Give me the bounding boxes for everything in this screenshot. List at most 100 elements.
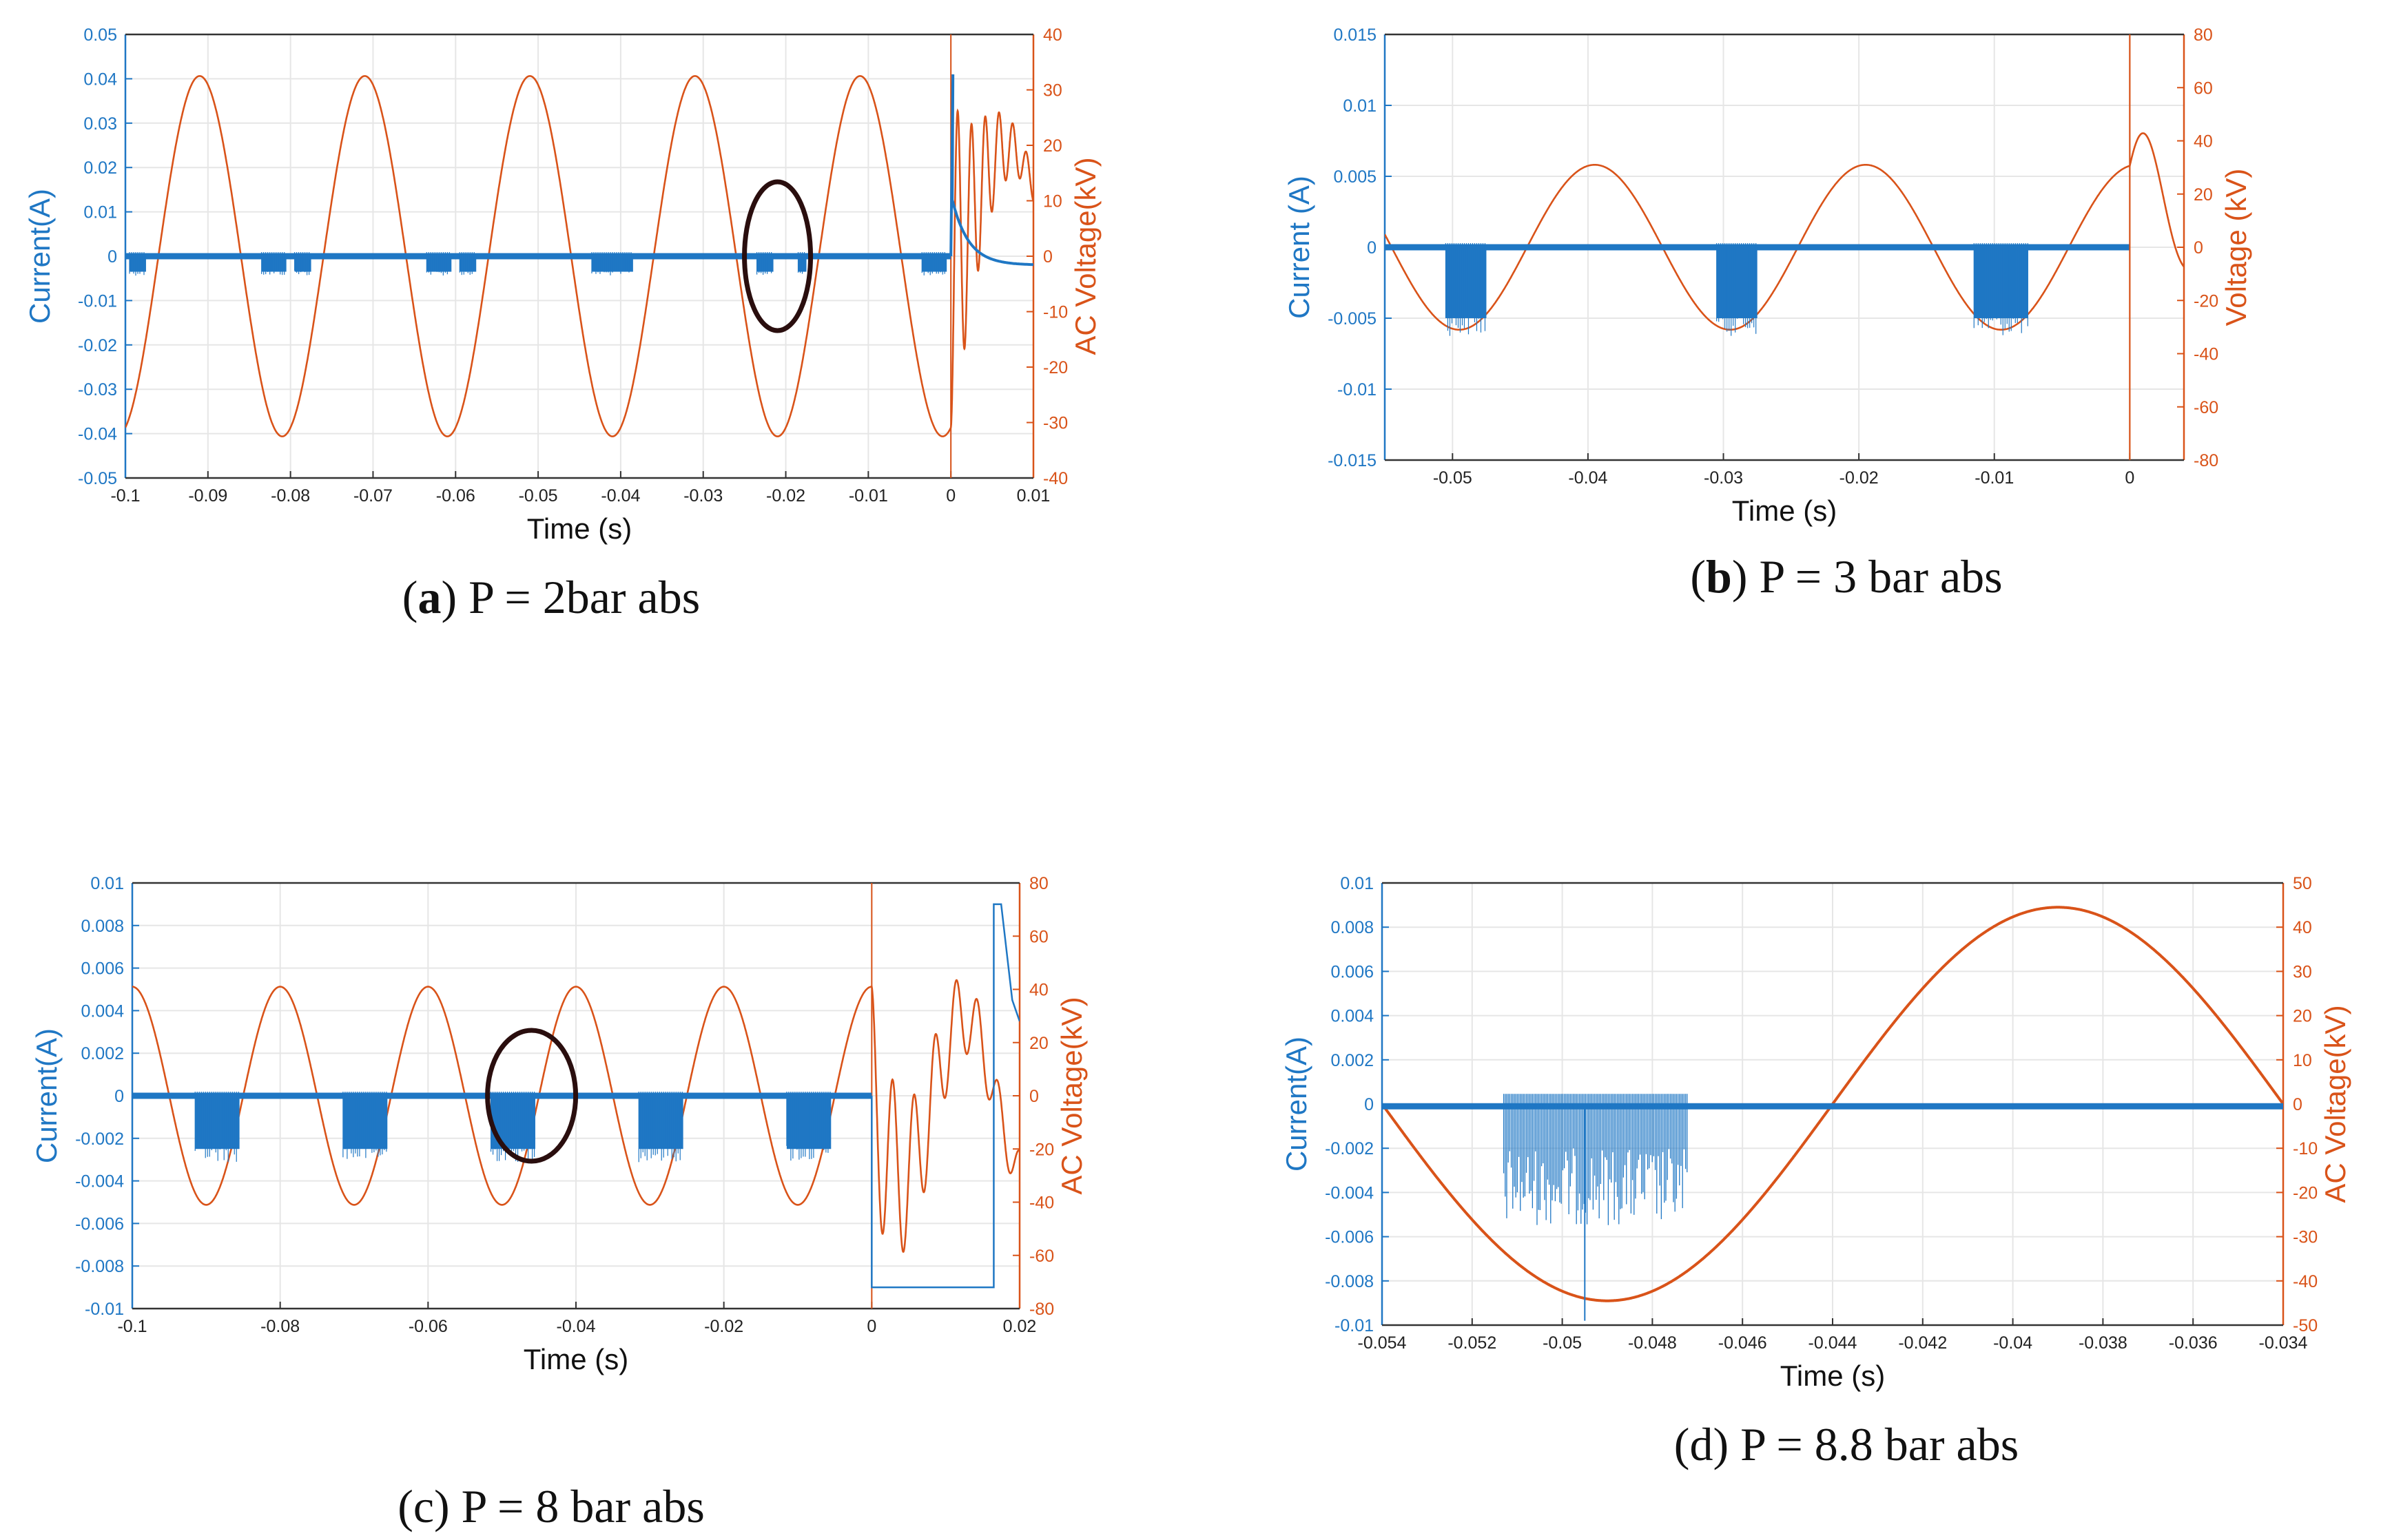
y-left-tick-label: -0.005: [1328, 309, 1377, 329]
x-tick-label: -0.044: [1808, 1333, 1857, 1353]
y-right-tick-label: -40: [1029, 1194, 1054, 1213]
voltage-series-line: [1385, 132, 2184, 331]
panel-caption: (b) P = 3 bar abs: [1690, 550, 2002, 603]
y-right-axis-label: AC Voltage(kV): [1069, 157, 1102, 355]
y-right-tick-label: -40: [2194, 345, 2218, 364]
y-left-tick-label: -0.015: [1328, 451, 1377, 470]
y-left-tick-label: -0.01: [85, 1300, 124, 1319]
pd-burst: [129, 252, 146, 276]
x-tick-label: -0.01: [849, 486, 888, 506]
pd-burst-fill: [342, 1096, 388, 1149]
pd-burst: [194, 1092, 240, 1163]
y-right-tick-label: 50: [2293, 874, 2312, 893]
y-left-tick-label: -0.04: [78, 425, 117, 444]
x-tick-label: 0.02: [1003, 1317, 1037, 1336]
pd-burst: [756, 252, 774, 275]
x-tick-label: -0.05: [1433, 468, 1472, 488]
voltage-series-line: [132, 979, 1020, 1253]
panel-caption: (c) P = 8 bar abs: [398, 1480, 705, 1532]
x-tick-label: -0.1: [117, 1317, 147, 1336]
y-left-tick-label: 0.03: [83, 114, 117, 134]
y-left-tick-label: 0.015: [1333, 25, 1377, 45]
x-tick-label: -0.02: [704, 1317, 743, 1336]
pd-burst: [797, 252, 807, 274]
y-left-tick-label: 0.005: [1333, 167, 1377, 187]
x-tick-label: 0: [867, 1317, 876, 1336]
y-right-tick-label: -20: [1029, 1140, 1054, 1159]
pd-burst: [294, 252, 311, 275]
y-right-tick-label: -40: [2293, 1272, 2318, 1291]
x-tick-label: -0.05: [519, 486, 558, 506]
pd-burst: [786, 1092, 832, 1161]
x-tick-label: -0.052: [1447, 1333, 1496, 1353]
y-left-tick-label: 0: [114, 1087, 124, 1106]
voltage-series-line: [125, 75, 1033, 437]
y-right-tick-label: 20: [1043, 136, 1062, 156]
y-left-tick-label: 0: [1364, 1095, 1374, 1114]
y-right-tick-label: -50: [2293, 1316, 2318, 1335]
y-right-tick-label: -40: [1043, 469, 1068, 488]
y-left-tick-label: -0.006: [1325, 1228, 1374, 1247]
x-tick-label: -0.036: [2169, 1333, 2218, 1353]
x-tick-label: -0.04: [601, 486, 640, 506]
pd-burst: [638, 1092, 683, 1163]
x-tick-label: -0.034: [2259, 1333, 2308, 1353]
x-tick-label: -0.03: [683, 486, 723, 506]
y-left-tick-label: -0.03: [78, 380, 117, 399]
pd-burst: [490, 1092, 535, 1162]
y-left-tick-label: -0.006: [75, 1214, 124, 1234]
y-right-tick-label: 30: [1043, 81, 1062, 101]
x-tick-label: -0.06: [436, 486, 475, 506]
breakdown-current: [871, 903, 1020, 1289]
y-left-tick-label: 0: [1367, 238, 1377, 258]
y-left-tick-label: -0.004: [75, 1172, 124, 1192]
y-left-tick-label: -0.01: [1334, 1316, 1374, 1335]
y-left-tick-label: -0.008: [75, 1257, 124, 1276]
pd-burst-fill: [195, 1096, 240, 1149]
y-right-tick-label: -20: [2293, 1183, 2318, 1203]
breakdown-current: [949, 74, 1033, 267]
x-tick-label: -0.03: [1704, 468, 1743, 488]
y-right-tick-label: 40: [2194, 132, 2213, 152]
y-right-tick-label: -30: [1043, 414, 1068, 433]
caption-letter: a: [418, 571, 441, 623]
y-right-tick-label: 80: [2194, 25, 2213, 45]
y-right-tick-label: -10: [2293, 1139, 2318, 1158]
x-axis-label: Time (s): [524, 1343, 628, 1375]
x-tick-label: -0.07: [353, 486, 393, 506]
x-tick-label: -0.09: [188, 486, 227, 506]
caption-text: ) P = 8 bar abs: [434, 1480, 705, 1532]
y-right-tick-label: 20: [2194, 185, 2213, 205]
pd-burst: [1716, 243, 1758, 336]
pd-burst: [1445, 243, 1487, 336]
y-left-tick-label: -0.01: [78, 291, 117, 311]
caption-letter: c: [413, 1480, 434, 1532]
y-right-tick-label: 0: [1043, 247, 1053, 267]
y-right-tick-label: 20: [1029, 1034, 1049, 1053]
caption-open: (: [398, 1480, 413, 1532]
x-tick-label: -0.06: [409, 1317, 448, 1336]
y-right-tick-label: -80: [1029, 1300, 1054, 1319]
x-axis-label: Time (s): [1732, 495, 1837, 527]
y-right-tick-label: -60: [1029, 1247, 1054, 1266]
pd-burst: [1503, 1094, 1688, 1225]
y-left-tick-label: 0.006: [1330, 962, 1374, 981]
y-left-tick-label: 0.05: [83, 25, 117, 45]
y-left-tick-label: -0.008: [1325, 1272, 1374, 1291]
y-left-tick-label: 0.04: [83, 70, 117, 89]
panel-b: -0.05 -0.04 -0.03 -0.02 -0.01 0 -0.015 -0.01 -0.…: [1283, 25, 2252, 603]
y-left-tick-label: -0.02: [78, 336, 117, 355]
x-tick-label: -0.046: [1718, 1333, 1767, 1353]
y-left-tick-label: 0.002: [1330, 1051, 1374, 1070]
y-left-tick-label: -0.05: [78, 469, 117, 488]
y-left-axis-label: Current(A): [23, 189, 56, 324]
y-left-tick-label: 0.02: [83, 158, 117, 178]
y-left-tick-label: 0.01: [1340, 874, 1374, 893]
x-tick-label: -0.048: [1628, 1333, 1677, 1353]
y-right-tick-label: 0: [1029, 1087, 1039, 1106]
x-tick-label: -0.04: [1568, 468, 1607, 488]
x-tick-label: 0: [946, 486, 956, 506]
y-right-tick-label: 0: [2194, 238, 2203, 258]
y-left-tick-label: 0.004: [1330, 1007, 1374, 1026]
y-right-tick-label: 60: [1029, 927, 1049, 946]
